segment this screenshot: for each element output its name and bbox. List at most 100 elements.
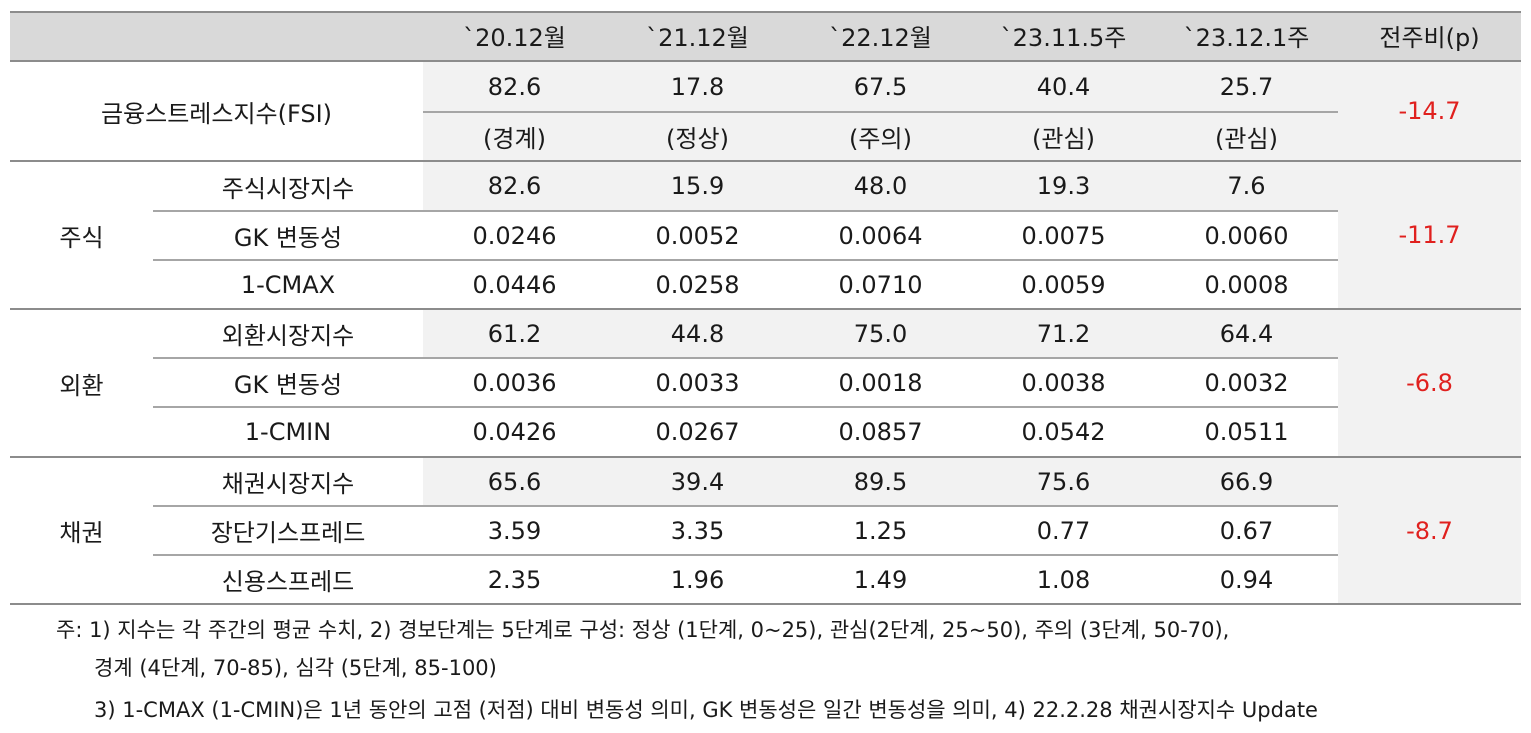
bond-cell: 75.6 — [1036, 467, 1091, 496]
stock-row-label: 주식시장지수 — [221, 174, 355, 203]
stock-cell: 48.0 — [853, 172, 908, 200]
header-background — [10, 11, 1521, 61]
bond-cell: 89.5 — [853, 467, 908, 496]
bond-change-background — [1338, 458, 1521, 604]
bond-cell: 1.49 — [853, 565, 908, 594]
bond-cell: 3.59 — [487, 516, 542, 545]
bond-cell: 3.35 — [670, 516, 725, 545]
header-col-2: `21.12월 — [646, 24, 749, 52]
fx-row-label: 외환시장지수 — [221, 322, 355, 350]
fsi-stage: (경계) — [483, 125, 546, 153]
bond-cell: 66.9 — [1219, 467, 1274, 496]
stock-index-background — [423, 162, 1338, 210]
bond-cell: 39.4 — [670, 467, 725, 496]
stock-cell: 0.0008 — [1204, 270, 1289, 299]
bond-cell: 1.25 — [853, 516, 908, 545]
bond-change: -8.7 — [1406, 516, 1453, 545]
bond-cell: 1.08 — [1036, 565, 1091, 594]
fx-index-background — [423, 310, 1338, 358]
stock-group-label: 주식 — [59, 223, 104, 252]
fx-cell: 0.0426 — [472, 418, 557, 446]
fx-cell: 0.0032 — [1204, 368, 1289, 397]
bond-cell: 0.77 — [1036, 516, 1091, 545]
stock-cell: 0.0064 — [838, 221, 923, 250]
header-col-1: `20.12월 — [463, 24, 566, 52]
fsi-change: -14.7 — [1398, 97, 1461, 125]
fx-change: -6.8 — [1406, 369, 1453, 397]
fsi-stage: (정상) — [666, 125, 729, 153]
fsi-change-background — [1338, 62, 1521, 160]
stock-cell: 0.0246 — [472, 221, 557, 250]
bond-cell: 2.35 — [487, 565, 542, 594]
fx-cell: 61.2 — [487, 319, 542, 348]
rule-fx-2 — [153, 406, 1338, 408]
fx-cell: 0.0857 — [838, 418, 923, 446]
stock-cell: 0.0446 — [472, 270, 557, 299]
rule-stock-2 — [153, 259, 1338, 261]
stock-cell: 0.0060 — [1204, 221, 1289, 250]
stock-row-label: 1-CMAX — [240, 270, 336, 299]
bond-row-label: 신용스프레드 — [221, 568, 355, 596]
fx-cell: 71.2 — [1036, 319, 1091, 348]
stock-cell: 82.6 — [487, 172, 542, 200]
stock-cell: 0.0075 — [1021, 221, 1106, 250]
fx-change-background — [1338, 310, 1521, 456]
footnote-line-1: 주: 1) 지수는 각 주간의 평균 수치, 2) 경보단계는 5단계로 구성:… — [56, 618, 1230, 642]
header-col-5: `23.12.1주 — [1183, 24, 1310, 52]
bond-group-label: 채권 — [59, 519, 104, 547]
rule-bottom — [10, 603, 1521, 605]
fsi-value: 82.6 — [487, 72, 542, 101]
stock-cell: 0.0710 — [838, 270, 923, 299]
rule-top — [10, 11, 1521, 13]
fsi-label: 금융스트레스지수(FSI) — [100, 99, 333, 128]
fx-cell: 0.0542 — [1021, 418, 1106, 446]
bond-cell: 1.96 — [670, 565, 725, 594]
bond-row-label: 채권시장지수 — [221, 470, 355, 498]
stock-cell: 0.0052 — [655, 221, 740, 250]
stock-change-background — [1338, 162, 1521, 308]
bond-cell: 0.67 — [1219, 516, 1274, 545]
stock-cell: 0.0258 — [655, 270, 740, 299]
footnote-line-3: 3) 1-CMAX (1-CMIN)은 1년 동안의 고점 (저점) 대비 변동… — [94, 698, 1318, 722]
fx-cell: 0.0036 — [472, 368, 557, 397]
fsi-stage: (관심) — [1215, 125, 1278, 153]
fx-row-label: 1-CMIN — [244, 418, 332, 446]
fx-row-label: GK 변동성 — [233, 371, 343, 399]
fsi-stage: (관심) — [1032, 125, 1095, 153]
rule-stock-1 — [153, 210, 1338, 212]
bond-index-background — [423, 458, 1338, 506]
fx-cell: 0.0038 — [1021, 368, 1106, 397]
stock-row-label: GK 변동성 — [233, 224, 343, 252]
rule-header-bottom — [10, 60, 1521, 62]
fsi-table: `20.12월 `21.12월 `22.12월 `23.11.5주 `23.12… — [10, 11, 1521, 605]
fsi-value: 17.8 — [670, 72, 725, 101]
fsi-value: 40.4 — [1036, 72, 1091, 101]
fx-cell: 0.0018 — [838, 368, 923, 397]
rule-bond-1 — [153, 505, 1338, 507]
fx-cell: 44.8 — [670, 319, 725, 348]
rule-fx-bottom — [10, 456, 1521, 458]
header-col-4: `23.11.5주 — [1000, 24, 1127, 52]
stock-cell: 7.6 — [1227, 172, 1266, 200]
rule-fsi-bottom — [10, 160, 1521, 162]
fx-group-label: 외환 — [59, 371, 104, 400]
fsi-value: 67.5 — [853, 72, 908, 101]
stock-cell: 15.9 — [670, 172, 725, 200]
rule-fsi-inner — [423, 111, 1338, 113]
fsi-stage: (주의) — [849, 125, 912, 153]
fx-cell: 0.0511 — [1204, 418, 1289, 446]
stock-cell: 19.3 — [1036, 172, 1091, 200]
header-col-3: `22.12월 — [829, 24, 932, 52]
header-col-change: 전주비(p) — [1379, 24, 1480, 52]
stock-change: -11.7 — [1398, 221, 1461, 249]
bond-cell: 0.94 — [1219, 565, 1274, 594]
fx-cell: 0.0267 — [655, 418, 740, 446]
footnote-line-2: 경계 (4단계, 70-85), 심각 (5단계, 85-100) — [94, 656, 497, 680]
fsi-value: 25.7 — [1219, 72, 1274, 101]
rule-fx-1 — [153, 357, 1338, 359]
stock-cell: 0.0059 — [1021, 270, 1106, 299]
rule-stock-bottom — [10, 308, 1521, 310]
bond-cell: 65.6 — [487, 467, 542, 496]
bond-row-label: 장단기스프레드 — [210, 519, 366, 547]
fx-cell: 64.4 — [1219, 319, 1274, 348]
